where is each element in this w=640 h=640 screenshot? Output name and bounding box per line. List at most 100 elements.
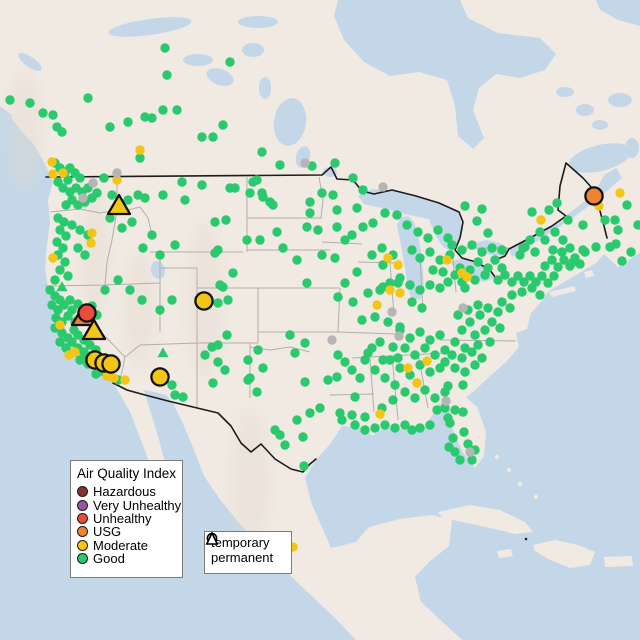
station-dot[interactable] (372, 300, 382, 310)
station-dot[interactable] (450, 363, 460, 373)
station-dot[interactable] (515, 250, 525, 260)
station-dot[interactable] (383, 317, 393, 327)
station-dot[interactable] (112, 175, 122, 185)
station-dot[interactable] (435, 330, 445, 340)
station-dot[interactable] (162, 70, 172, 80)
station-dot[interactable] (617, 256, 627, 266)
station-dot[interactable] (155, 250, 165, 260)
station-dot[interactable] (105, 213, 115, 223)
station-dot[interactable] (88, 178, 98, 188)
station-dot[interactable] (467, 347, 477, 357)
station-dot[interactable] (520, 242, 530, 252)
station-dot[interactable] (505, 303, 515, 313)
station-dot[interactable] (61, 200, 71, 210)
station-dot[interactable] (393, 353, 403, 363)
station-dot[interactable] (450, 405, 460, 415)
station-dot[interactable] (347, 230, 357, 240)
station-dot[interactable] (477, 353, 487, 363)
station-dot[interactable] (447, 350, 457, 360)
station-dot[interactable] (483, 228, 493, 238)
station-dot[interactable] (120, 375, 130, 385)
station-dot[interactable] (200, 350, 210, 360)
station-dot[interactable] (425, 247, 435, 257)
station-dot[interactable] (340, 235, 350, 245)
station-dot[interactable] (172, 105, 182, 115)
station-dot[interactable] (73, 243, 83, 253)
station-dot[interactable] (537, 271, 547, 281)
station-dot[interactable] (470, 275, 480, 285)
station-dot[interactable] (470, 360, 480, 370)
station-dot[interactable] (377, 243, 387, 253)
station-dot[interactable] (447, 240, 457, 250)
station-dot[interactable] (430, 393, 440, 403)
station-dot[interactable] (622, 200, 632, 210)
station-dot[interactable] (127, 217, 137, 227)
station-dot[interactable] (457, 325, 467, 335)
station-dot[interactable] (113, 275, 123, 285)
station-dot[interactable] (213, 340, 223, 350)
station-dot[interactable] (420, 385, 430, 395)
station-dot[interactable] (275, 160, 285, 170)
station-dot[interactable] (230, 183, 240, 193)
station-dot[interactable] (105, 122, 115, 132)
station-dot[interactable] (123, 195, 133, 205)
station-dot[interactable] (417, 303, 427, 313)
station-dot[interactable] (435, 363, 445, 373)
station-dot[interactable] (86, 238, 96, 248)
station-dot[interactable] (47, 157, 57, 167)
station-dot[interactable] (472, 216, 482, 226)
station-dot[interactable] (225, 57, 235, 67)
station-dot[interactable] (360, 425, 370, 435)
station-triangle[interactable] (157, 347, 169, 358)
station-dot[interactable] (370, 423, 380, 433)
station-dot[interactable] (67, 220, 77, 230)
station-dot[interactable] (455, 455, 465, 465)
station-dot[interactable] (135, 145, 145, 155)
station-dot[interactable] (355, 373, 365, 383)
station-dot[interactable] (302, 278, 312, 288)
station-dot[interactable] (493, 307, 503, 317)
station-dot[interactable] (626, 247, 636, 257)
station-dot[interactable] (441, 396, 451, 406)
station-dot[interactable] (443, 381, 453, 391)
highlighted-station-circle[interactable] (194, 291, 214, 311)
station-dot[interactable] (460, 283, 470, 293)
station-dot[interactable] (425, 335, 435, 345)
station-dot[interactable] (425, 420, 435, 430)
station-dot[interactable] (425, 280, 435, 290)
station-dot[interactable] (55, 265, 65, 275)
station-dot[interactable] (330, 253, 340, 263)
station-dot[interactable] (348, 173, 358, 183)
station-dot[interactable] (357, 315, 367, 325)
station-dot[interactable] (600, 215, 610, 225)
station-dot[interactable] (370, 312, 380, 322)
station-dot[interactable] (527, 207, 537, 217)
station-dot[interactable] (380, 373, 390, 383)
station-dot[interactable] (378, 260, 388, 270)
station-dot[interactable] (292, 415, 302, 425)
station-dot[interactable] (332, 205, 342, 215)
station-dot[interactable] (383, 253, 393, 263)
station-dot[interactable] (387, 307, 397, 317)
station-dot[interactable] (218, 282, 228, 292)
station-dot[interactable] (117, 223, 127, 233)
station-dot[interactable] (380, 208, 390, 218)
station-dot[interactable] (272, 227, 282, 237)
highlighted-station-circle[interactable] (150, 367, 170, 387)
station-dot[interactable] (402, 220, 412, 230)
station-dot[interactable] (228, 268, 238, 278)
station-dot[interactable] (493, 275, 503, 285)
station-dot[interactable] (63, 271, 73, 281)
station-dot[interactable] (109, 373, 119, 383)
station-dot[interactable] (367, 343, 377, 353)
station-dot[interactable] (210, 217, 220, 227)
station-dot[interactable] (465, 317, 475, 327)
station-dot[interactable] (410, 350, 420, 360)
station-dot[interactable] (91, 369, 101, 379)
station-dot[interactable] (123, 117, 133, 127)
station-dot[interactable] (280, 440, 290, 450)
station-dot[interactable] (553, 262, 563, 272)
station-dot[interactable] (278, 243, 288, 253)
station-dot[interactable] (610, 215, 620, 225)
station-dot[interactable] (415, 360, 425, 370)
